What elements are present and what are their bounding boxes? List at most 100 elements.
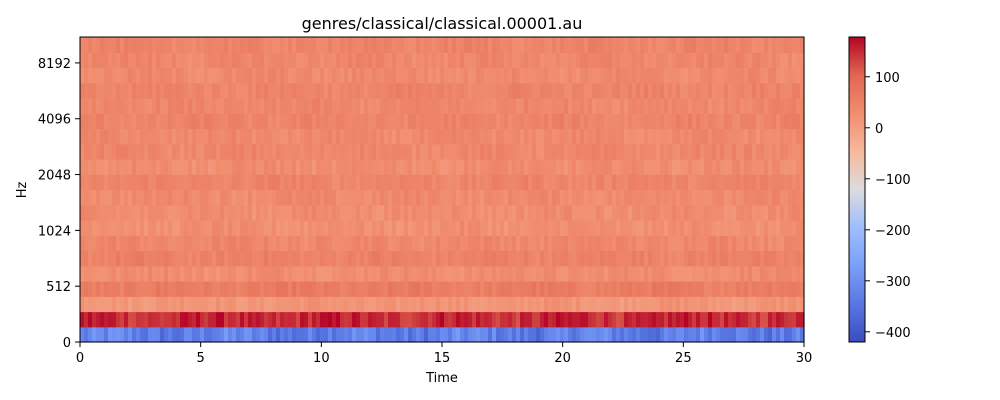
heatmap-cell [316, 296, 321, 313]
heatmap-cell [700, 281, 705, 297]
heatmap-cell [728, 235, 733, 252]
heatmap-cell [608, 204, 613, 221]
heatmap-cell [84, 311, 89, 328]
heatmap-cell [336, 52, 341, 69]
heatmap-cell [244, 235, 249, 252]
heatmap-cell [664, 281, 669, 297]
heatmap-cell [548, 159, 553, 175]
heatmap-cell [708, 189, 713, 206]
heatmap-cell [464, 189, 469, 206]
heatmap-cell [716, 143, 721, 160]
heatmap-cell [376, 67, 381, 84]
heatmap-cell [680, 82, 685, 99]
heatmap-cell [512, 189, 517, 206]
heatmap-cell [532, 37, 537, 53]
heatmap-cell [84, 235, 89, 252]
heatmap-cell [276, 52, 281, 69]
heatmap-cell [636, 296, 641, 313]
heatmap-cell [420, 52, 425, 69]
heatmap-cell [308, 189, 313, 206]
heatmap-cell [184, 113, 189, 130]
heatmap-cell [252, 189, 257, 206]
heatmap-cell [192, 67, 197, 84]
heatmap-cell [564, 143, 569, 160]
heatmap-cell [112, 113, 117, 130]
heatmap-cell [212, 281, 217, 297]
heatmap-cell [96, 67, 101, 84]
heatmap-cell [780, 52, 785, 69]
heatmap-cell [364, 281, 369, 297]
heatmap-cell [244, 82, 249, 99]
heatmap-cell [224, 189, 229, 206]
heatmap-cell [464, 265, 469, 282]
heatmap-cell [416, 159, 421, 175]
heatmap-cell [372, 128, 377, 145]
heatmap-cell [544, 82, 549, 99]
heatmap-cell [240, 159, 245, 175]
heatmap-cell [108, 311, 113, 328]
heatmap-cell [380, 159, 385, 175]
heatmap-cell [428, 98, 433, 114]
heatmap-cell [112, 235, 117, 252]
heatmap-cell [252, 311, 257, 328]
heatmap-cell [380, 204, 385, 221]
heatmap-cell [548, 220, 553, 236]
heatmap-cell [328, 189, 333, 206]
heatmap-cell [704, 326, 709, 343]
heatmap-cell [712, 67, 717, 84]
heatmap-cell [560, 311, 565, 328]
heatmap-cell [736, 52, 741, 69]
heatmap-cell [172, 296, 177, 313]
heatmap-cell [320, 265, 325, 282]
heatmap-cell [152, 98, 157, 114]
heatmap-cell [724, 220, 729, 236]
heatmap-cell [504, 128, 509, 145]
heatmap-cell [204, 67, 209, 84]
heatmap-cell [632, 52, 637, 69]
heatmap-cell [304, 311, 309, 328]
heatmap-cell [392, 220, 397, 236]
heatmap-cell [648, 204, 653, 221]
heatmap-cell [436, 220, 441, 236]
heatmap-cell [480, 250, 485, 267]
heatmap-cell [472, 98, 477, 114]
heatmap-cell [276, 204, 281, 221]
heatmap-cell [100, 326, 105, 343]
heatmap-cell [468, 159, 473, 175]
heatmap-cell [88, 189, 93, 206]
heatmap-cell [588, 235, 593, 252]
heatmap-cell [300, 189, 305, 206]
heatmap-cell [124, 265, 129, 282]
heatmap-cell [584, 296, 589, 313]
heatmap-cell [772, 174, 777, 191]
heatmap-cell [112, 265, 117, 282]
heatmap-cell [744, 281, 749, 297]
heatmap-cell [612, 143, 617, 160]
heatmap-cell [716, 326, 721, 343]
heatmap-cell [340, 113, 345, 130]
heatmap-cell [152, 159, 157, 175]
heatmap-cell [212, 235, 217, 252]
heatmap-cell [460, 281, 465, 297]
heatmap-cell [500, 204, 505, 221]
heatmap-cell [236, 250, 241, 267]
heatmap-cell [92, 250, 97, 267]
heatmap-cell [440, 159, 445, 175]
heatmap-cell [208, 37, 213, 53]
heatmap-cell [80, 52, 85, 69]
heatmap-cell [372, 311, 377, 328]
heatmap-cell [684, 235, 689, 252]
heatmap-cell [372, 250, 377, 267]
heatmap-cell [736, 98, 741, 114]
heatmap-cell [508, 143, 513, 160]
heatmap-cell [716, 204, 721, 221]
heatmap-cell [312, 296, 317, 313]
heatmap-cell [364, 174, 369, 191]
heatmap-cell [220, 159, 225, 175]
heatmap-cell [732, 281, 737, 297]
heatmap-cell [216, 204, 221, 221]
heatmap-cell [584, 326, 589, 343]
heatmap-cell [236, 67, 241, 84]
heatmap-cell [276, 128, 281, 145]
heatmap-cell [268, 250, 273, 267]
